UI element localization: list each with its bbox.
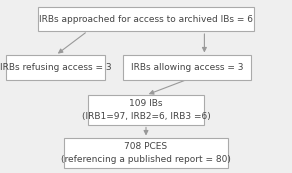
Text: IRBs refusing access = 3: IRBs refusing access = 3 [0, 63, 111, 72]
FancyBboxPatch shape [38, 7, 254, 31]
FancyBboxPatch shape [88, 95, 204, 125]
FancyBboxPatch shape [123, 55, 251, 80]
FancyBboxPatch shape [6, 55, 105, 80]
Text: 109 IBs
(IRB1=97, IRB2=6, IRB3 =6): 109 IBs (IRB1=97, IRB2=6, IRB3 =6) [82, 99, 210, 121]
Text: 708 PCES
(referencing a published report = 80): 708 PCES (referencing a published report… [61, 142, 231, 164]
FancyBboxPatch shape [64, 138, 228, 168]
Text: IRBs allowing access = 3: IRBs allowing access = 3 [131, 63, 243, 72]
Text: IRBs approached for access to archived IBs = 6: IRBs approached for access to archived I… [39, 15, 253, 24]
